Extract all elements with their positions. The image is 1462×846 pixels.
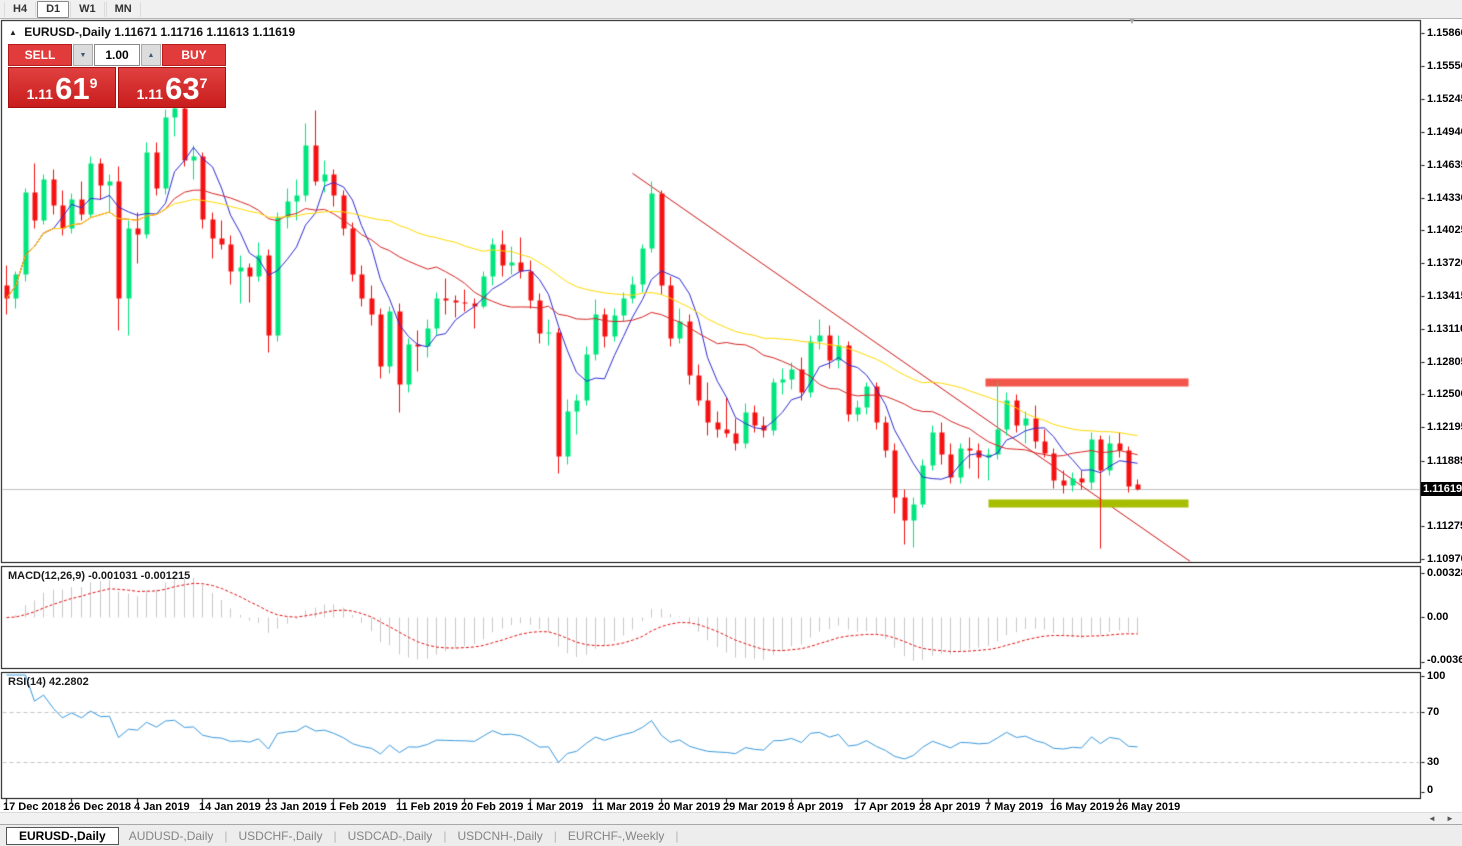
chart-tab-eurusd-daily[interactable]: EURUSD-,Daily	[6, 826, 119, 845]
sell-price-display[interactable]: 1.11 61 9	[8, 67, 116, 108]
chart-ohlc-values: 1.11671 1.11716 1.11613 1.11619	[114, 25, 296, 39]
rsi-axis-label: 70	[1427, 706, 1440, 718]
timeframe-button-mn[interactable]: MN	[105, 1, 141, 17]
price-axis-label: 1.11885	[1427, 454, 1462, 467]
date-axis-label: 26 May 2019	[1116, 801, 1181, 813]
rsi-indicator-label: RSI(14) 42.2802	[8, 676, 89, 688]
date-axis-label: 11 Feb 2019	[396, 801, 458, 813]
date-axis-label: 28 Apr 2019	[919, 801, 981, 813]
buy-button[interactable]: BUY	[162, 44, 226, 66]
date-axis-label: 14 Jan 2019	[199, 801, 261, 813]
scroll-left-icon[interactable]: ◄	[1428, 814, 1436, 823]
horizontal-scrollbar[interactable]: ◄ ►	[0, 812, 1462, 825]
price-axis-label: 1.15860	[1427, 27, 1462, 39]
chart-symbol-label: EURUSD-,Daily	[24, 25, 111, 39]
sell-price-main: 61	[55, 71, 90, 106]
chart-tab-audusd-daily[interactable]: AUDUSD-,Daily	[128, 828, 214, 843]
macd-indicator-label: MACD(12,26,9) -0.001031 -0.001215	[8, 570, 191, 582]
tab-separator: |	[333, 828, 337, 843]
date-axis-label: 17 Apr 2019	[854, 801, 916, 813]
price-axis-label: 1.14330	[1427, 191, 1462, 204]
date-axis-label: 1 Feb 2019	[330, 801, 387, 813]
sell-price-prefix: 1.11	[26, 86, 54, 102]
tab-separator: |	[224, 828, 228, 843]
date-axis-label: 29 Mar 2019	[723, 801, 786, 813]
buy-price-display[interactable]: 1.11 63 7	[118, 67, 226, 108]
price-axis-label: 1.14940	[1427, 125, 1462, 138]
chart-tab-usdchf-daily[interactable]: USDCHF-,Daily	[238, 828, 323, 843]
price-axis-label: 1.13415	[1427, 290, 1462, 302]
tab-separator: |	[675, 828, 679, 843]
collapse-panel-icon[interactable]: ▲	[9, 28, 17, 37]
date-axis-label: 1 Mar 2019	[527, 801, 584, 813]
date-axis-label: 4 Jan 2019	[134, 801, 190, 813]
rsi-axis-label: 100	[1427, 670, 1446, 682]
buy-price-main: 63	[165, 71, 200, 106]
date-axis-label: 17 Dec 2018	[3, 801, 66, 813]
date-axis-label: 23 Jan 2019	[265, 801, 327, 813]
date-axis-label: 7 May 2019	[985, 801, 1044, 813]
date-axis-label: 20 Feb 2019	[461, 801, 524, 813]
sell-button[interactable]: SELL	[8, 44, 72, 66]
buy-price-pip: 7	[199, 75, 208, 91]
volume-input[interactable]	[95, 45, 139, 65]
date-axis-label: 16 May 2019	[1050, 801, 1115, 813]
rsi-axis-label: 30	[1427, 756, 1440, 768]
timeframe-button-d1[interactable]: D1	[37, 0, 70, 18]
chart-tab-usdcnh-daily[interactable]: USDCNH-,Daily	[457, 828, 543, 843]
volume-decrease-icon[interactable]: ▼	[73, 44, 93, 66]
price-axis-label: 1.13110	[1427, 322, 1462, 335]
rsi-axis-label: 0	[1427, 784, 1434, 796]
volume-increase-icon[interactable]: ▲	[141, 44, 161, 66]
tab-separator: |	[553, 828, 557, 843]
price-axis-label: 1.11275	[1427, 520, 1462, 533]
price-axis-label: 1.15550	[1427, 60, 1462, 73]
chart-tabs-bar: EURUSD-,Daily AUDUSD-,Daily | USDCHF-,Daily…	[0, 824, 1462, 846]
buy-price-prefix: 1.11	[136, 86, 164, 102]
price-axis-label: 1.12195	[1427, 421, 1462, 434]
date-axis-label: 20 Mar 2019	[658, 801, 721, 813]
date-axis-label: 11 Mar 2019	[592, 801, 654, 813]
timeframe-toolbar: H4 D1 W1 MN	[0, 0, 1462, 19]
price-axis-label: 1.15245	[1427, 93, 1462, 106]
chart-title: ▲ EURUSD-,Daily 1.11671 1.11716 1.11613 …	[9, 25, 295, 39]
chart-tab-usdcad-daily[interactable]: USDCAD-,Daily	[347, 828, 433, 843]
price-axis-label: 1.13720	[1427, 257, 1462, 270]
date-axis-label: 26 Dec 2018	[68, 801, 131, 813]
one-click-trading-panel: SELL ▼ ▲ BUY 1.11 61 9 1.11 63 7	[8, 44, 226, 108]
price-axis-label: 1.14025	[1427, 224, 1462, 237]
macd-axis-label: 0.003287	[1427, 567, 1462, 579]
current-price-tag: 1.11619	[1421, 482, 1462, 497]
timeframe-button-w1[interactable]: W1	[70, 1, 105, 17]
chart-tab-eurchf-weekly[interactable]: EURCHF-,Weekly	[567, 828, 665, 843]
macd-axis-label: -0.003659	[1427, 654, 1462, 666]
sell-price-pip: 9	[89, 75, 98, 91]
price-axis-label: 1.12500	[1427, 388, 1462, 401]
last-bar-marker-icon: ▼	[1127, 16, 1137, 27]
date-axis-label: 8 Apr 2019	[788, 801, 844, 813]
tab-separator: |	[443, 828, 447, 843]
price-axis-label: 1.14635	[1427, 158, 1462, 171]
scroll-right-icon[interactable]: ►	[1446, 814, 1454, 823]
macd-axis-label: 0.00	[1427, 611, 1449, 623]
timeframe-button-h4[interactable]: H4	[4, 1, 37, 17]
price-axis-label: 1.12805	[1427, 355, 1462, 368]
